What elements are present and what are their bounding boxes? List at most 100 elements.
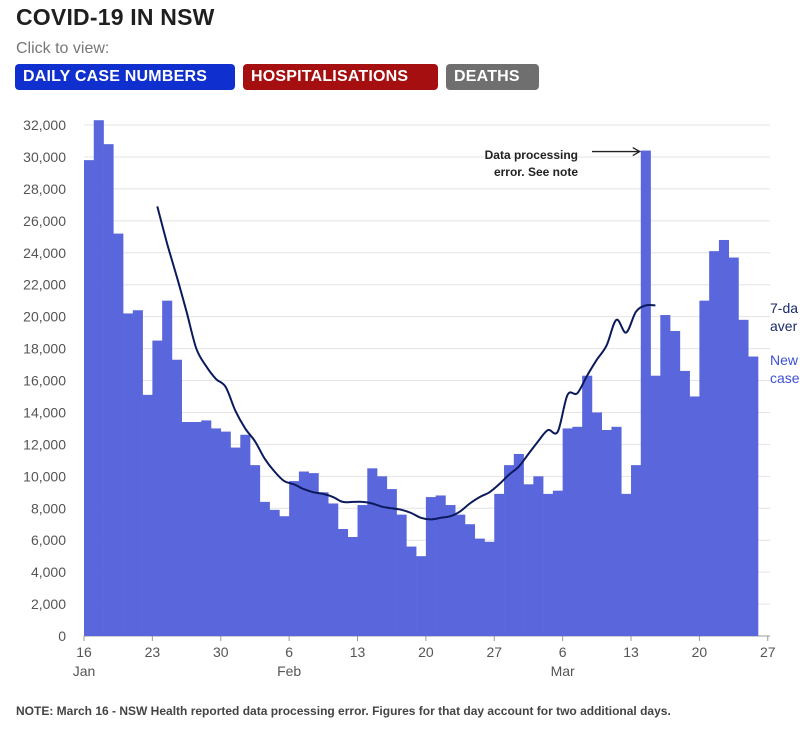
legend-avg-line1: 7-da (770, 300, 798, 316)
y-tick-label: 28,000 (23, 181, 66, 197)
bar (543, 493, 554, 636)
bar (279, 516, 290, 636)
bar (533, 476, 544, 636)
bar (504, 465, 515, 636)
legend-avg-line2: aver (770, 318, 798, 334)
y-tick-label: 18,000 (23, 341, 66, 357)
bar (337, 529, 349, 636)
bar (142, 394, 153, 636)
bar (474, 538, 485, 636)
y-tick-label: 30,000 (23, 149, 66, 165)
x-tick-label: 27 (486, 644, 502, 660)
bar (523, 484, 534, 636)
bar (113, 233, 124, 636)
bar (601, 430, 612, 636)
y-tick-label: 14,000 (23, 404, 66, 420)
y-tick-label: 12,000 (23, 436, 66, 452)
bar (679, 370, 690, 636)
case-chart: 0 2,000 4,000 6,000 8,000 10,000 12,000 14,000 1… (23, 117, 800, 679)
x-tick-label: 13 (623, 644, 639, 660)
x-month-label: Jan (73, 663, 96, 679)
x-tick-label: 6 (559, 644, 567, 660)
y-axis: 0 2,000 4,000 6,000 8,000 10,000 12,000 14,000 1… (23, 117, 66, 644)
footnote: NOTE: March 16 - NSW Health reported dat… (16, 704, 671, 718)
x-tick-label: 6 (285, 644, 293, 660)
legend-new-line1: New (770, 352, 799, 368)
bar (494, 493, 505, 636)
y-tick-label: 32,000 (23, 117, 66, 133)
x-tick-label: 23 (145, 644, 161, 660)
y-tick-label: 2,000 (31, 596, 66, 612)
legend-new-line2: case (770, 370, 800, 386)
bar (298, 471, 309, 636)
bar (748, 356, 759, 636)
annotation-arrow (592, 146, 642, 157)
bar (250, 465, 261, 636)
deaths-button[interactable]: DEATHS (446, 64, 539, 90)
bar (84, 160, 95, 636)
y-tick-label: 16,000 (23, 373, 66, 389)
x-tick-label: 16 (76, 644, 92, 660)
bar (210, 428, 222, 636)
bar (367, 468, 378, 636)
bar (240, 434, 251, 636)
bar (406, 546, 417, 636)
bar (162, 300, 173, 636)
bar (123, 313, 134, 636)
bar (416, 556, 427, 636)
bar (738, 319, 749, 636)
bar (445, 505, 456, 636)
y-tick-label: 6,000 (31, 532, 66, 548)
bar (552, 490, 563, 636)
bar (259, 501, 270, 636)
bar-series-new-cases (84, 120, 759, 637)
y-tick-label: 20,000 (23, 309, 66, 325)
bar (103, 144, 114, 636)
bar (611, 426, 622, 636)
bar (308, 473, 319, 636)
bar (181, 422, 192, 636)
y-tick-label: 26,000 (23, 213, 66, 229)
y-tick-label: 4,000 (31, 564, 66, 580)
bar (660, 315, 671, 636)
click-to-view-label: Click to view: (16, 40, 110, 57)
bar (513, 453, 524, 636)
bar (386, 489, 397, 636)
bar (377, 476, 388, 636)
bar (171, 359, 182, 636)
annotation-line1: Data processing (485, 148, 578, 162)
bar (152, 340, 163, 636)
bar (328, 503, 339, 636)
x-tick-label: 30 (213, 644, 229, 660)
bar (201, 420, 212, 636)
annotation-line2: error. See note (494, 165, 578, 179)
hospitalisations-button[interactable]: HOSPITALISATIONS (243, 64, 438, 90)
y-tick-label: 0 (58, 628, 66, 644)
x-month-label: Feb (277, 663, 301, 679)
y-tick-label: 10,000 (23, 468, 66, 484)
bar (689, 396, 700, 636)
bar (572, 426, 583, 636)
bar (318, 492, 329, 636)
bar (230, 447, 241, 636)
bar (347, 536, 358, 636)
daily-case-numbers-button[interactable]: DAILY CASE NUMBERS (15, 64, 235, 90)
bar (132, 310, 143, 636)
bar (640, 150, 651, 637)
bar (484, 541, 495, 636)
page-title: COVID-19 IN NSW (16, 4, 215, 30)
bar (621, 493, 632, 636)
bar (220, 431, 231, 636)
bar (718, 239, 729, 636)
bar (709, 251, 720, 636)
bar (435, 495, 446, 636)
x-tick-label: 27 (760, 644, 776, 660)
bar (631, 465, 642, 636)
bar (464, 524, 476, 636)
line-7-day-average (156, 206, 656, 521)
y-tick-label: 22,000 (23, 277, 66, 293)
x-tick-label: 20 (692, 644, 708, 660)
y-tick-label: 24,000 (23, 245, 66, 261)
bar (591, 412, 603, 636)
bar (289, 481, 300, 636)
